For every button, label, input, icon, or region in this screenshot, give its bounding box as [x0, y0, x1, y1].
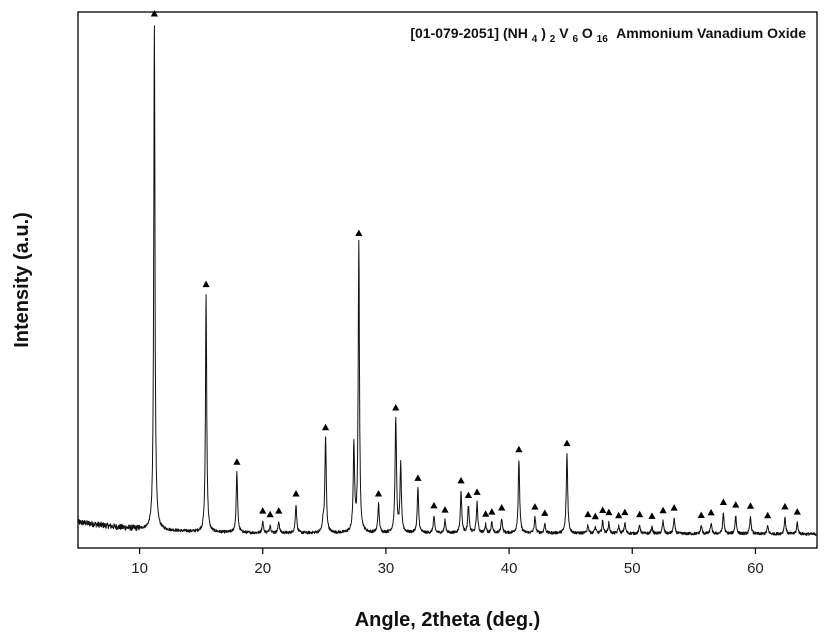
- legend-phase-name: Ammonium Vanadium Oxide: [616, 25, 806, 41]
- reference-peak-marker: [719, 498, 727, 506]
- reference-peak-marker: [414, 474, 422, 481]
- legend-formula-subscript: 2: [550, 34, 556, 45]
- reference-peak-marker: [355, 229, 363, 236]
- legend-formula-part: ): [541, 25, 546, 41]
- reference-peak-marker: [233, 458, 241, 465]
- reference-peak-marker: [292, 489, 300, 497]
- reference-peak-marker: [746, 502, 755, 509]
- reference-peak-marker: [392, 403, 400, 411]
- legend-formula-part: O: [582, 25, 593, 41]
- reference-peak-marker: [321, 423, 330, 431]
- legend-formula-subscript: 16: [597, 34, 609, 45]
- reference-peak-marker: [599, 506, 607, 513]
- reference-peak-marker: [457, 476, 465, 484]
- plot-area: [77, 25, 818, 536]
- x-tick-label: 20: [254, 560, 271, 577]
- reference-peak-marker: [636, 510, 644, 518]
- reference-peak-markers: [150, 9, 801, 520]
- legend-formula-subscript: 4: [532, 34, 538, 45]
- reference-peak-marker: [697, 511, 705, 519]
- reference-peak-marker: [266, 510, 274, 518]
- diffraction-pattern-line: [77, 25, 818, 536]
- reference-peak-marker: [793, 508, 801, 515]
- reference-peak-marker: [473, 488, 481, 495]
- reference-peak-marker: [202, 280, 210, 288]
- reference-peak-marker: [150, 9, 158, 17]
- reference-peak-marker: [482, 510, 490, 517]
- x-axis-label: Angle, 2theta (deg.): [355, 609, 541, 631]
- reference-peak-marker: [764, 511, 772, 519]
- reference-peak-marker: [584, 510, 592, 518]
- legend-entry: [01-079-2051] (NH 4 ) 2 V 6 O 16 Ammoniu…: [410, 25, 806, 45]
- y-axis-label: Intensity (a.u.): [11, 212, 33, 348]
- legend-formula-subscript: 6: [572, 34, 578, 45]
- reference-peak-marker: [732, 501, 740, 508]
- reference-peak-marker: [430, 501, 438, 509]
- reference-peak-marker: [707, 508, 715, 516]
- reference-peak-marker: [441, 506, 449, 513]
- reference-peak-marker: [591, 512, 599, 520]
- reference-peak-marker: [670, 504, 678, 511]
- reference-peak-marker: [259, 507, 267, 514]
- reference-peak-marker: [531, 503, 539, 510]
- reference-peak-marker: [563, 439, 571, 447]
- reference-peak-marker: [464, 491, 473, 499]
- legend-formula-part: V: [559, 25, 569, 41]
- x-tick-label: 10: [131, 560, 148, 577]
- reference-peak-marker: [541, 509, 549, 516]
- reference-peak-marker: [498, 504, 506, 511]
- reference-peak-marker: [648, 512, 656, 519]
- x-tick-label: 50: [624, 560, 641, 577]
- x-tick-label: 60: [747, 560, 764, 577]
- reference-peak-marker: [615, 511, 623, 519]
- reference-peak-marker: [621, 508, 629, 516]
- reference-peak-marker: [605, 508, 613, 516]
- reference-peak-marker: [659, 506, 667, 514]
- legend-card-id: [01-079-2051]: [410, 25, 499, 41]
- reference-peak-marker: [781, 502, 789, 510]
- x-tick-label: 40: [501, 560, 518, 577]
- x-tick-label: 30: [378, 560, 395, 577]
- reference-peak-marker: [374, 489, 383, 497]
- reference-peak-marker: [515, 445, 523, 453]
- x-axis-ticks: 10 20 30 40 50 60: [131, 548, 764, 577]
- reference-peak-marker: [275, 507, 283, 514]
- plot-frame: [77, 11, 818, 549]
- legend-formula-part: (NH: [503, 25, 528, 41]
- reference-peak-marker: [488, 508, 496, 515]
